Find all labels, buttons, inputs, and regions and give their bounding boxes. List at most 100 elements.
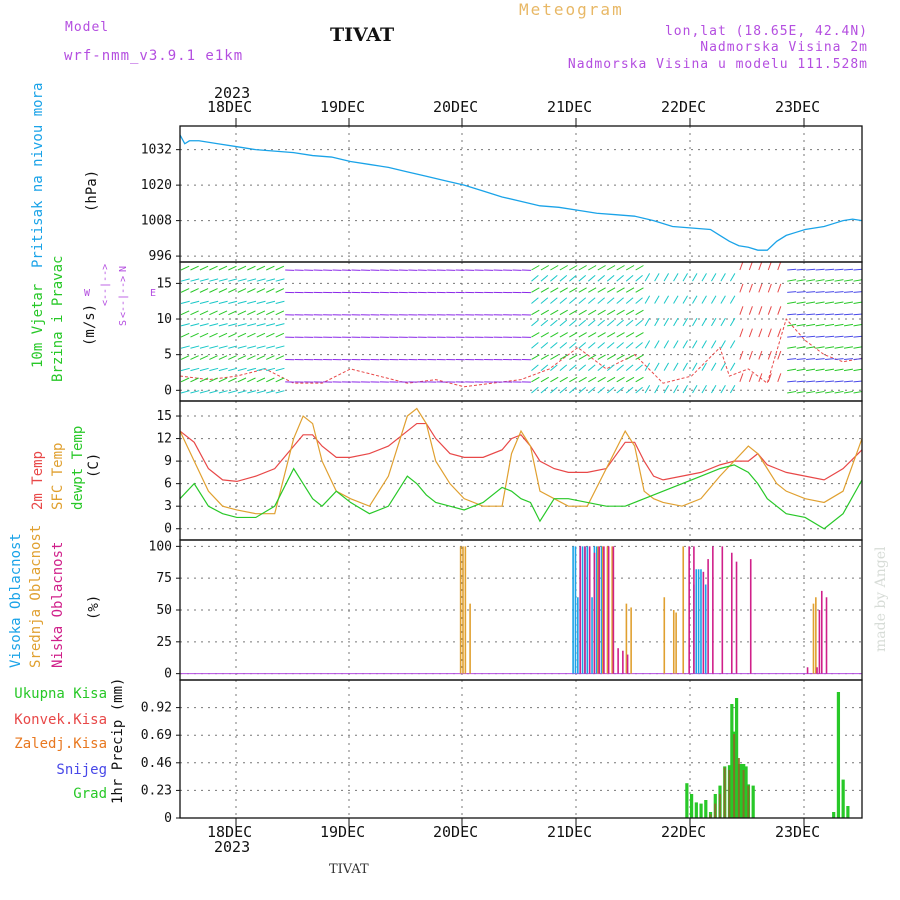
total-rain-bar [836,692,841,818]
wind-barb [625,309,635,316]
panel-frame [179,679,863,819]
wind-barb [228,332,237,338]
wind-barb [834,380,844,383]
wind-barb [237,332,247,338]
wind-barb [748,261,753,271]
wind-barb [815,323,825,327]
wind-barb [578,287,587,293]
wind-barb [199,310,209,316]
wind-barb [540,386,549,394]
wind-barb [796,390,806,394]
wind-barb [256,300,266,305]
wind-speed-line [179,318,863,388]
wind-barb [729,362,736,371]
y-tick-label: 25 [156,635,172,650]
wind-barb [625,275,634,282]
wind-barb [199,355,209,360]
wind-barb [844,380,854,383]
wind-barb [607,309,616,316]
wind-barb [654,295,660,304]
wind-barb [218,300,228,305]
wind-barb [815,335,825,338]
precip-legend: Ukupna Kisa Konvek.Kisa Zaledj.Kisa Snij… [0,686,107,806]
total-rain-bar [751,785,755,818]
wind-barb [815,313,825,316]
wind-barb [644,317,651,327]
wind-barb [767,373,772,382]
wind-barb [806,390,816,394]
wind-barb [635,342,643,349]
wind-barb [218,377,228,383]
wind-barb [844,268,854,271]
wind-barb [275,390,285,394]
y-tick-label: 0 [164,522,172,537]
wind-barb [190,265,199,271]
wind-barb [673,384,679,394]
cloud-panel: 0 25 50 75 100 [149,539,862,682]
wind-barb [625,376,635,383]
wind-barb [748,283,753,293]
wind-barb [550,297,558,304]
wind-barb [180,332,190,338]
wind-barb [256,367,266,372]
wind-barb [815,291,825,293]
wind-barb [180,265,190,271]
wind-barb [853,301,863,305]
model-label: Model [65,20,110,35]
wind-barb [853,390,863,394]
wind-barb [578,386,587,394]
wind-barb [275,265,285,271]
wind-barb [597,319,605,327]
wind-barb [228,278,238,282]
wind-barb [654,273,660,282]
panel-frame [179,400,863,541]
wind-barb [237,323,247,327]
wind-barb [228,355,237,360]
sfc-temp-line [179,407,863,515]
wind-barb [569,342,577,349]
wind-barb [682,384,688,394]
wind-barb [777,283,782,293]
legend-total-rain: Ukupna Kisa [14,686,107,702]
wind-barb [616,319,624,327]
wind-barb [569,386,577,394]
wind-barb [190,377,199,383]
wind-barb [825,301,835,305]
wind-barb [720,273,726,282]
wind-barb [540,287,549,293]
wind-barb [616,309,625,316]
wind-barb [616,354,625,360]
wind-barb [815,368,825,372]
wind-barb [701,384,707,394]
wind-barb [587,297,596,304]
wind-barb [180,345,190,349]
wind-barb [569,364,577,372]
wind-barb [531,354,540,360]
wind-barb [729,317,736,327]
wind-barb [180,390,190,394]
wind-barb [237,265,247,271]
wind-barb [635,386,643,394]
date-label-21dec: 21DEC [547,98,593,116]
wind-barb [806,291,816,293]
wind-barb [256,278,266,282]
wind-barb [597,386,605,394]
wind-barb [625,265,635,271]
wind-barb [616,287,625,293]
y-tick-label: 996 [149,249,172,264]
wind-barb [607,354,616,360]
wind-barb [540,275,549,282]
wind-barb [777,350,782,360]
y-tick-label: 0.92 [141,701,172,716]
wind-barb [806,335,816,338]
wind-barb [569,332,578,338]
wind-barb [228,345,238,349]
wind-barb [190,288,199,293]
wind-barb [550,309,559,316]
wind-barb [806,301,816,305]
wind-barb [758,261,763,271]
wind-barb [266,345,276,349]
wind-barb [834,335,844,338]
wind-barb [531,275,539,282]
wind-barb [843,279,854,282]
